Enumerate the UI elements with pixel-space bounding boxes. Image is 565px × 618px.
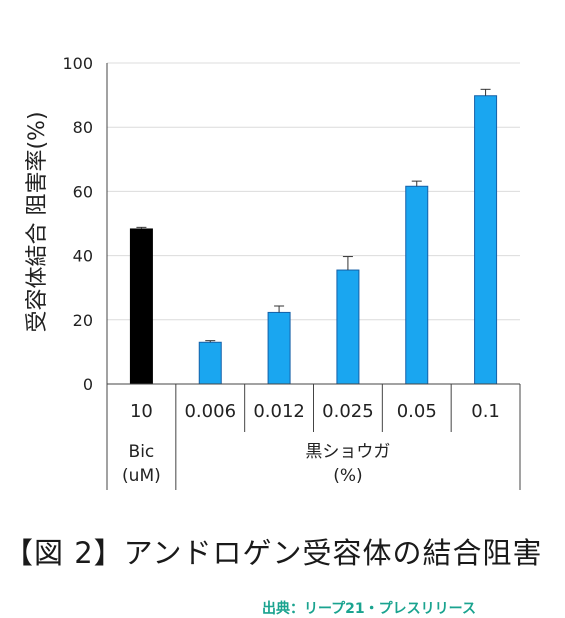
y-tick-label: 60 <box>73 182 93 201</box>
bar <box>198 341 222 385</box>
y-tick-label: 20 <box>73 311 93 330</box>
bars <box>129 88 498 385</box>
y-tick-label: 80 <box>73 118 93 137</box>
x-tick-label: 0.025 <box>322 401 374 422</box>
bar <box>474 95 498 385</box>
figure-caption: 【図 2】アンドロゲン受容体の結合阻害 <box>4 536 543 570</box>
group-unit-label: (uM) <box>122 466 161 486</box>
group-label: 黒ショウガ <box>305 442 390 462</box>
y-tick-label: 0 <box>83 375 93 394</box>
axes <box>106 63 521 490</box>
y-axis-label: 受容体結合 阻害率(%) <box>25 111 50 332</box>
bar <box>129 228 153 385</box>
y-tick-label: 40 <box>73 247 93 266</box>
group-unit-label: (%) <box>333 466 362 486</box>
x-tick-label: 0.012 <box>253 401 305 422</box>
bar <box>267 311 291 385</box>
bar-chart: 0 20 40 60 80 100 10 0.006 0.012 0.025 0.05 0.1 Bic (… <box>25 54 521 490</box>
source-credit: 出典：リープ21・プレスリリース <box>262 601 476 617</box>
x-tick-label: 0.1 <box>471 401 500 422</box>
bar <box>405 185 429 385</box>
x-tick-label: 0.006 <box>184 401 236 422</box>
group-label: Bic <box>129 442 155 462</box>
labels: 0 20 40 60 80 100 10 0.006 0.012 0.025 0.05 0.1 Bic (… <box>62 54 499 486</box>
bar <box>336 269 360 385</box>
x-tick-label: 0.05 <box>397 401 437 422</box>
gridlines <box>107 62 520 321</box>
x-tick-label: 10 <box>130 401 153 422</box>
y-tick-label: 100 <box>62 54 93 73</box>
